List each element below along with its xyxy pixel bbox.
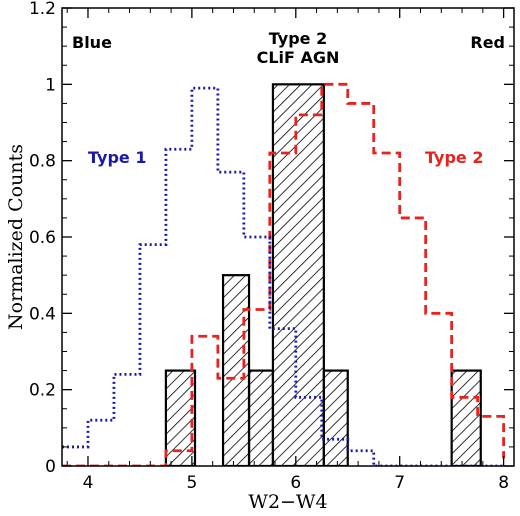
clif-agn-bar-5 xyxy=(450,369,482,466)
y-tick-label: 1 xyxy=(45,75,56,95)
y-tick-label: 0.6 xyxy=(29,228,56,248)
clif-agn-bar-4 xyxy=(322,369,349,466)
clif-agn-bar-1 xyxy=(221,274,251,466)
type2-histogram-line xyxy=(62,82,506,466)
y-tick-label: 0.8 xyxy=(29,152,56,172)
x-tick-label: 7 xyxy=(394,473,405,493)
y-tick-label: 1.2 xyxy=(29,0,56,19)
x-axis-title: W2−W4 xyxy=(248,491,327,513)
x-tick-label: 8 xyxy=(498,473,509,493)
annotation-type1: Type 1 xyxy=(88,148,146,167)
y-tick-label: 0.2 xyxy=(29,381,56,401)
y-axis-title: Normalized Counts xyxy=(5,144,27,330)
x-tick-label: 5 xyxy=(186,473,197,493)
type1-histogram-line xyxy=(62,86,504,466)
annotation-red: Red xyxy=(470,33,505,52)
annotation-blue: Blue xyxy=(72,33,112,52)
series-layer xyxy=(62,82,506,466)
y-tick-label: 0.4 xyxy=(29,304,56,324)
y-tick-label: 0 xyxy=(45,457,56,477)
x-tick-label: 4 xyxy=(83,473,94,493)
annotation-center-type2: Type 2 xyxy=(269,29,327,48)
clif-agn-bar-3 xyxy=(271,83,325,466)
clif-agn-bar-2 xyxy=(247,369,275,466)
x-tick-label: 6 xyxy=(290,473,301,493)
ticks-layer: 4 5 6 7 8 0 0.2 0.4 0.6 0.8 1 1.2 xyxy=(29,0,514,493)
annotation-center-clif: CLiF AGN xyxy=(257,48,340,67)
annotation-type2: Type 2 xyxy=(425,148,483,167)
